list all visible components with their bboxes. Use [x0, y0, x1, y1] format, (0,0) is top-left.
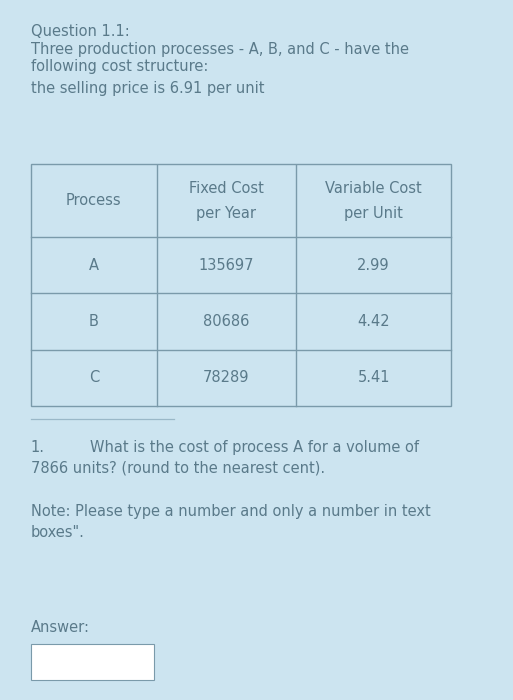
Text: 4.42: 4.42 [358, 314, 390, 329]
Text: Fixed Cost: Fixed Cost [189, 181, 264, 195]
Text: Question 1.1:: Question 1.1: [31, 24, 129, 38]
Text: 78289: 78289 [203, 370, 250, 385]
Text: the selling price is 6.91 per unit: the selling price is 6.91 per unit [31, 80, 264, 95]
Text: per Year: per Year [196, 206, 256, 220]
Text: A: A [89, 258, 99, 272]
Text: Three production processes - A, B, and C - have the: Three production processes - A, B, and C… [31, 42, 409, 57]
Text: Note: Please type a number and only a number in text: Note: Please type a number and only a nu… [31, 504, 430, 519]
Text: Answer:: Answer: [31, 620, 90, 634]
Text: 2.99: 2.99 [358, 258, 390, 272]
Text: 80686: 80686 [203, 314, 249, 329]
Text: Variable Cost: Variable Cost [325, 181, 422, 195]
Text: Process: Process [66, 193, 122, 208]
Text: What is the cost of process A for a volume of: What is the cost of process A for a volu… [90, 440, 419, 454]
Text: 135697: 135697 [199, 258, 254, 272]
Text: following cost structure:: following cost structure: [31, 59, 208, 74]
Text: 7866 units? (round to the nearest cent).: 7866 units? (round to the nearest cent). [31, 461, 325, 475]
Text: 1.: 1. [31, 440, 45, 454]
Text: C: C [89, 370, 99, 385]
Text: boxes".: boxes". [31, 525, 85, 540]
Text: B: B [89, 314, 99, 329]
Bar [31, 644, 154, 680]
Bar [31, 164, 451, 406]
Text: 5.41: 5.41 [358, 370, 390, 385]
Text: per Unit: per Unit [344, 206, 403, 220]
